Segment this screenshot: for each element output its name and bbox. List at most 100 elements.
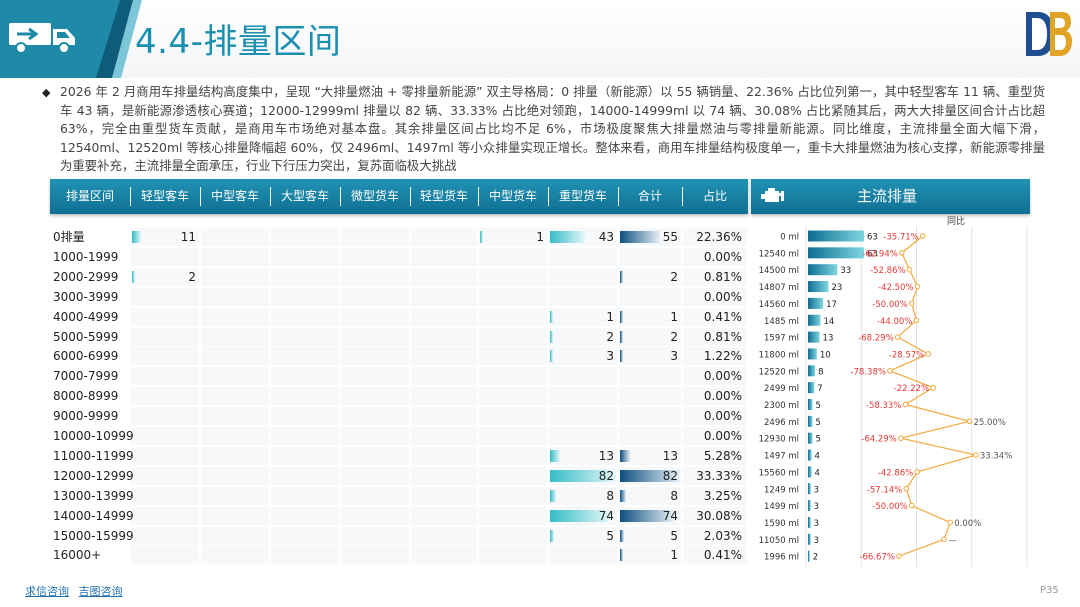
cell-background [131,486,199,505]
bar-value-label: 33 [840,266,851,276]
share-value: 0.81% [703,329,742,344]
row-label: 2000-2999 [53,269,119,284]
category-label: 14807 ml [759,283,799,293]
cell-background [683,267,747,286]
cell-background [201,307,269,326]
bullet-icon: ◆ [42,86,51,99]
cell-background [131,228,199,246]
cell-background [131,506,199,525]
share-value: 0.00% [703,289,742,304]
displacement-bar [808,449,812,461]
cell-background [271,247,339,266]
cell-background [549,407,617,426]
cell-background [619,347,681,366]
cell-background [619,546,681,565]
cell-value: 82 [662,468,678,483]
table-row: 10000-10999 0.00% [50,426,748,446]
cell-background [131,526,199,545]
bar-value-label: 5 [815,401,820,411]
cell-background [201,407,269,426]
cell-background [201,427,269,445]
cell-background [411,427,477,445]
table-row: 8000-8999 0.00% [50,386,748,406]
bar-value-label: 3 [814,485,819,495]
cell-value: 1 [536,230,544,244]
bar-value-label: 14 [823,317,834,327]
cell-background [201,387,269,406]
displacement-bar [808,331,820,343]
yoy-point [899,250,905,256]
bar-value-label: 3 [814,519,819,529]
share-value: 0.00% [703,389,742,404]
cell-background [271,427,339,445]
bar-value-label: 3 [814,502,819,512]
cell-background [341,546,409,565]
value-bar [480,231,483,243]
cell-background [411,526,477,545]
yoy-point [919,233,926,239]
row-label: 16000+ [53,548,102,563]
share-value: 22.36% [696,230,742,244]
cell-background [411,446,477,465]
header: 4.4-排量区间 [0,0,1080,78]
cell-background [619,267,681,286]
cell-background [201,506,269,525]
value-bar [550,529,555,542]
table-row: 6000-6999 3 3 1.22% [50,346,748,366]
cell-background [683,228,747,246]
row-label: 11000-11999 [53,448,134,463]
cell-background [201,347,269,366]
share-value: 33.33% [696,468,742,483]
link-qiuxin[interactable]: 求信咨询 [25,585,69,598]
cell-background [683,327,747,346]
column-header: 中型货车 [488,189,537,203]
cell-background [411,327,477,346]
truck-icon [9,23,75,54]
cell-value: 74 [598,508,614,523]
cell-background [549,367,617,386]
cell-background [271,367,339,386]
total-bar [620,310,623,323]
table-row: 4000-4999 1 1 0.41% [50,307,748,327]
table-row: 14000-14999 74 74 30.08% [50,506,748,526]
cell-background [411,347,477,366]
bar-value-label: 2 [813,553,818,563]
share-value: 0.41% [703,548,742,563]
cell-background [341,466,409,485]
cell-background [201,486,269,505]
cell-background [619,526,681,545]
displacement-bar [808,500,811,512]
bar-value-label: 13 [823,334,834,344]
cell-value: 5 [606,528,614,543]
cell-background [131,267,199,286]
link-jitu[interactable]: 吉图咨询 [78,585,123,598]
table-row: 0排量 11 1 43 55 22.36% [50,227,748,247]
value-bar [550,231,585,243]
cell-background [201,267,269,286]
yoy-point [914,283,921,290]
cell-background [549,327,617,346]
cell-background [341,407,409,426]
total-bar [620,270,623,283]
total-bar [620,350,623,363]
cell-value: 8 [606,488,614,503]
category-label: 14560 ml [759,300,799,310]
cell-background [341,247,409,266]
displacement-bar [808,264,838,276]
cell-background [271,347,339,366]
yoy-point [896,553,902,559]
yoy-label: -50.00% [872,502,907,512]
cell-background [479,427,547,445]
share-value: 0.81% [703,269,742,284]
bar-value-label: 7 [817,384,822,394]
cell-background [479,347,547,366]
cell-background [619,486,681,505]
yoy-label: 25.00% [973,418,1005,428]
cell-background [683,347,747,366]
cell-background [683,427,747,445]
displacement-bar [808,399,813,410]
cell-background [341,367,409,386]
cell-value: 11 [180,230,196,244]
yoy-label: 33.34% [980,452,1012,462]
yoy-label: -35.71% [883,233,918,243]
